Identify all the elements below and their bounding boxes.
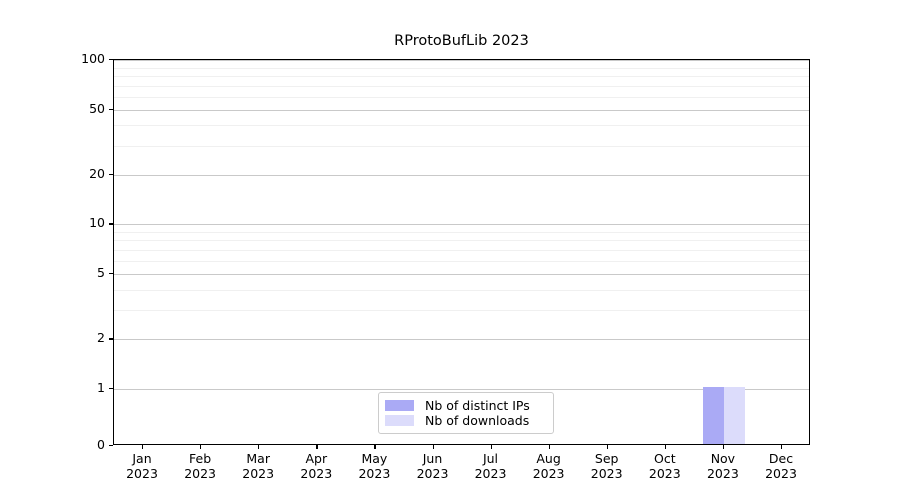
x-axis-tick-mark	[664, 445, 667, 449]
gridline-minor	[114, 240, 809, 242]
y-axis-tick-mark	[109, 445, 113, 447]
plot-area	[113, 59, 810, 445]
y-axis-tick-label: 100	[81, 51, 105, 66]
x-axis-tick-mark	[781, 445, 783, 449]
gridline-minor	[114, 310, 809, 312]
chart-legend: Nb of distinct IPs Nb of downloads	[378, 392, 554, 434]
y-axis-tick-mark	[109, 223, 113, 225]
x-axis-tick-mark	[316, 445, 318, 449]
gridline-minor	[114, 249, 809, 251]
x-axis-tick-label: Sep 2023	[572, 451, 642, 481]
y-axis-tick-mark	[109, 387, 113, 390]
gridline-minor	[114, 146, 809, 147]
x-axis-year: 2023	[765, 465, 797, 481]
legend-label: Nb of downloads	[425, 413, 530, 428]
x-axis-tick-mark	[548, 445, 550, 449]
x-axis-year: 2023	[590, 465, 623, 481]
x-axis-tick-label: Jan 2023	[107, 451, 177, 481]
x-axis-year: 2023	[358, 465, 391, 481]
y-axis-tick-label: 0	[97, 437, 105, 452]
gridline-minor	[114, 96, 809, 98]
legend-swatch-icon	[385, 415, 414, 426]
gridline-minor	[114, 85, 809, 87]
x-axis-month: Oct	[653, 451, 676, 466]
gridline-minor	[114, 75, 809, 77]
y-axis-tick-mark	[109, 338, 113, 340]
bar-nb-of-distinct-ips-nov-2023	[703, 386, 724, 444]
bars-layer	[114, 60, 809, 444]
x-axis-tick-label: Aug 2023	[514, 451, 584, 481]
x-axis-tick-mark	[374, 445, 376, 449]
x-axis-month: Jan	[132, 451, 152, 466]
x-axis-year: 2023	[532, 465, 565, 481]
x-axis-month: Sep	[594, 451, 619, 466]
x-axis-tick-mark	[432, 445, 434, 449]
gridline-minor	[114, 232, 809, 233]
x-axis-year: 2023	[416, 465, 449, 481]
x-axis-month: Jul	[482, 451, 499, 466]
gridline-minor	[114, 125, 809, 127]
chart-title: RProtoBufLib 2023	[394, 33, 529, 49]
y-axis-tick-label: 1	[97, 379, 105, 395]
x-axis-tick-mark	[200, 445, 202, 449]
gridline-minor	[114, 289, 809, 291]
x-axis-tick-label: Oct 2023	[630, 451, 700, 481]
x-axis-year: 2023	[300, 465, 333, 481]
x-axis-tick-label: Apr 2023	[281, 451, 351, 481]
x-axis-year: 2023	[126, 465, 158, 481]
x-axis-month: Feb	[189, 451, 212, 466]
x-axis-tick-label: Jun 2023	[398, 451, 468, 481]
gridline-major	[114, 388, 809, 390]
y-axis-tick-label: 5	[97, 264, 105, 280]
x-axis-tick-label: Jul 2023	[456, 451, 526, 481]
x-axis-month: May	[361, 451, 388, 466]
gridline-major	[114, 273, 809, 275]
x-axis-month: Jun	[422, 451, 443, 466]
x-axis-tick-label: Nov 2023	[688, 451, 758, 481]
x-axis-year: 2023	[474, 465, 507, 481]
legend-item[interactable]: Nb of distinct IPs	[385, 398, 546, 413]
legend-swatch-icon	[385, 400, 414, 411]
gridline-minor	[114, 260, 809, 262]
gridline-major	[114, 109, 809, 111]
x-axis-month: Aug	[536, 451, 561, 466]
bar-nb-of-downloads-nov-2023	[723, 386, 745, 444]
gridline-major	[114, 60, 809, 61]
y-axis-tick-mark	[109, 272, 113, 275]
y-axis-tick-mark	[109, 108, 113, 110]
x-axis-tick-label: Dec 2023	[746, 451, 816, 481]
x-axis-tick-mark	[606, 445, 608, 449]
legend-item[interactable]: Nb of downloads	[385, 413, 546, 428]
x-axis-month: Dec	[768, 451, 794, 466]
y-axis-tick-mark	[109, 59, 113, 61]
x-axis-tick-mark	[258, 445, 260, 449]
x-axis-tick-label: Feb 2023	[165, 451, 235, 481]
y-axis-tick-label: 2	[97, 330, 105, 346]
x-axis-tick-mark	[490, 445, 492, 449]
gridlines	[114, 60, 809, 444]
gridline-major	[114, 224, 809, 226]
x-axis-month: Apr	[305, 451, 328, 466]
gridline-minor	[114, 67, 809, 69]
x-axis-month: Mar	[246, 451, 270, 466]
x-axis-tick-mark	[142, 445, 144, 449]
gridline-major	[114, 339, 809, 341]
y-axis-tick-label: 50	[89, 100, 105, 116]
x-axis-tick-mark	[722, 445, 725, 449]
gridline-major	[114, 174, 809, 176]
legend-label: Nb of distinct IPs	[425, 398, 530, 413]
x-axis-year: 2023	[706, 465, 739, 481]
y-axis-tick-label: 20	[89, 165, 105, 181]
y-axis-tick-mark	[109, 173, 113, 176]
x-axis-year: 2023	[648, 465, 681, 481]
x-axis-tick-label: Mar 2023	[223, 451, 293, 481]
y-axis-labels: 0 1 2 5 10 20 50 100	[48, 52, 105, 451]
y-axis-tick-label: 10	[89, 215, 105, 231]
x-axis-year: 2023	[184, 465, 216, 481]
x-axis-tick-label: May 2023	[339, 451, 409, 481]
x-axis-year: 2023	[242, 465, 275, 481]
x-axis-month: Nov	[710, 451, 736, 466]
